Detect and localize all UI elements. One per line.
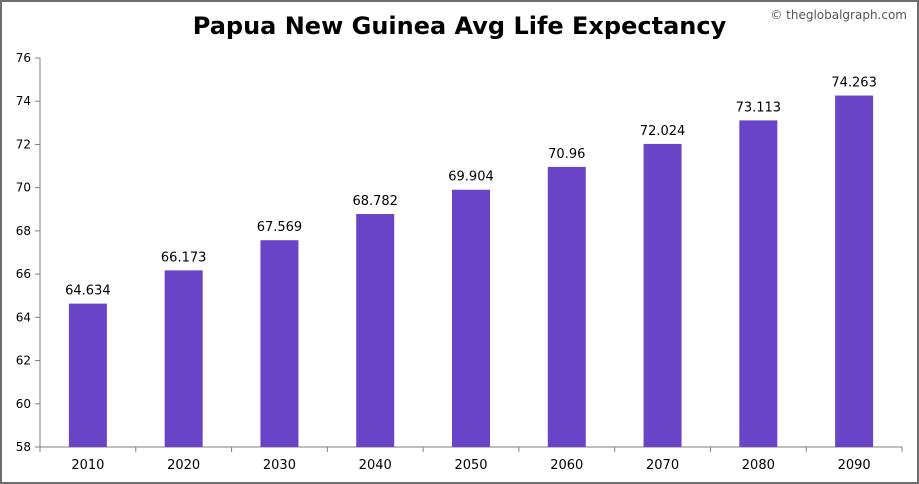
bar [68, 303, 107, 447]
x-tick-label: 2070 [646, 458, 679, 473]
y-tick-label: 68 [16, 224, 31, 238]
x-tick-label: 2030 [263, 458, 296, 473]
data-label: 68.782 [352, 194, 398, 209]
value-labels: 64.634 66.173 67.569 68.782 69.904 70.96 72.02… [65, 76, 877, 299]
chart-title: Papua New Guinea Avg Life Expectancy [192, 12, 727, 40]
data-label: 72.024 [640, 124, 686, 139]
y-tick-label: 66 [16, 267, 31, 281]
bar [739, 120, 778, 447]
bar-group [68, 95, 874, 448]
y-tick-label: 70 [16, 181, 31, 195]
y-tick-label: 62 [16, 354, 31, 368]
y-tick-label: 76 [16, 51, 31, 65]
y-tick-label: 58 [16, 440, 31, 454]
data-label: 74.263 [831, 76, 877, 91]
x-tick-label: 2090 [838, 458, 871, 473]
bar [452, 189, 490, 447]
y-tick-label: 72 [16, 137, 31, 151]
data-label: 73.113 [736, 100, 782, 115]
bar [164, 270, 203, 447]
credit-text: © theglobalgraph.com [770, 8, 907, 22]
bar [547, 166, 586, 448]
bar [356, 213, 395, 447]
data-label: 69.904 [448, 170, 494, 185]
y-tick-label: 64 [16, 310, 31, 324]
x-tick-label: 2050 [454, 458, 487, 473]
x-tick-label: 2080 [742, 458, 775, 473]
x-tick-label: 2040 [359, 458, 392, 473]
bar [835, 95, 874, 447]
data-label: 64.634 [65, 284, 111, 299]
data-label: 66.173 [161, 250, 207, 265]
x-tick-label: 2010 [71, 458, 104, 473]
data-label: 67.569 [257, 220, 303, 235]
data-label: 70.96 [548, 147, 585, 162]
bar [643, 143, 682, 447]
x-tick-label: 2060 [550, 458, 583, 473]
bar [260, 240, 299, 447]
x-tick-label: 2020 [167, 458, 200, 473]
y-tick-label: 74 [16, 94, 31, 108]
y-tick-label: 60 [16, 397, 31, 411]
